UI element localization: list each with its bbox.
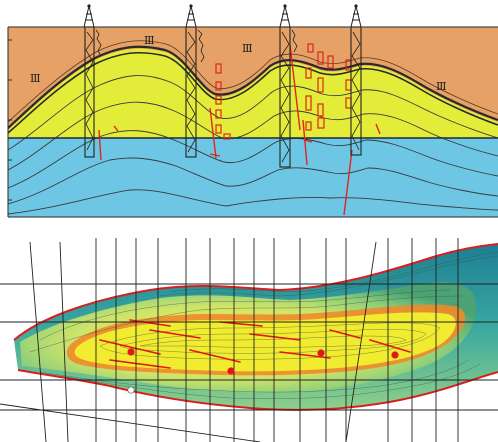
horizon-top	[8, 45, 498, 129]
section-label-b: Ⅲ	[144, 34, 155, 47]
well-2	[185, 4, 205, 158]
map-well-point-2	[227, 367, 235, 375]
well-3	[279, 4, 298, 168]
fault-3	[289, 44, 301, 131]
water-layer	[8, 138, 498, 217]
fault-6	[375, 123, 381, 135]
section-label-c: Ⅲ	[242, 42, 253, 55]
section-label-d: Ⅲ	[436, 80, 447, 93]
fault-2	[209, 107, 217, 159]
contour-map	[0, 238, 498, 442]
map-boundary	[13, 243, 498, 411]
map-well-point-3	[317, 349, 325, 357]
fault-1	[98, 129, 102, 161]
fault-4	[302, 119, 308, 166]
section-label-a: Ⅲ	[30, 72, 41, 85]
well-4	[350, 4, 362, 156]
map-well-point-1	[127, 348, 135, 356]
cross-section: Ⅲ Ⅲ Ⅲ Ⅲ	[7, 4, 498, 218]
oil-layer	[8, 48, 498, 138]
horizon-top-2	[8, 51, 498, 134]
well-1	[83, 4, 102, 158]
map-core	[74, 312, 456, 372]
fault-7	[113, 125, 119, 132]
map-well-point-5	[127, 386, 135, 394]
fault-5	[343, 149, 353, 216]
map-well-point-4	[391, 351, 399, 359]
